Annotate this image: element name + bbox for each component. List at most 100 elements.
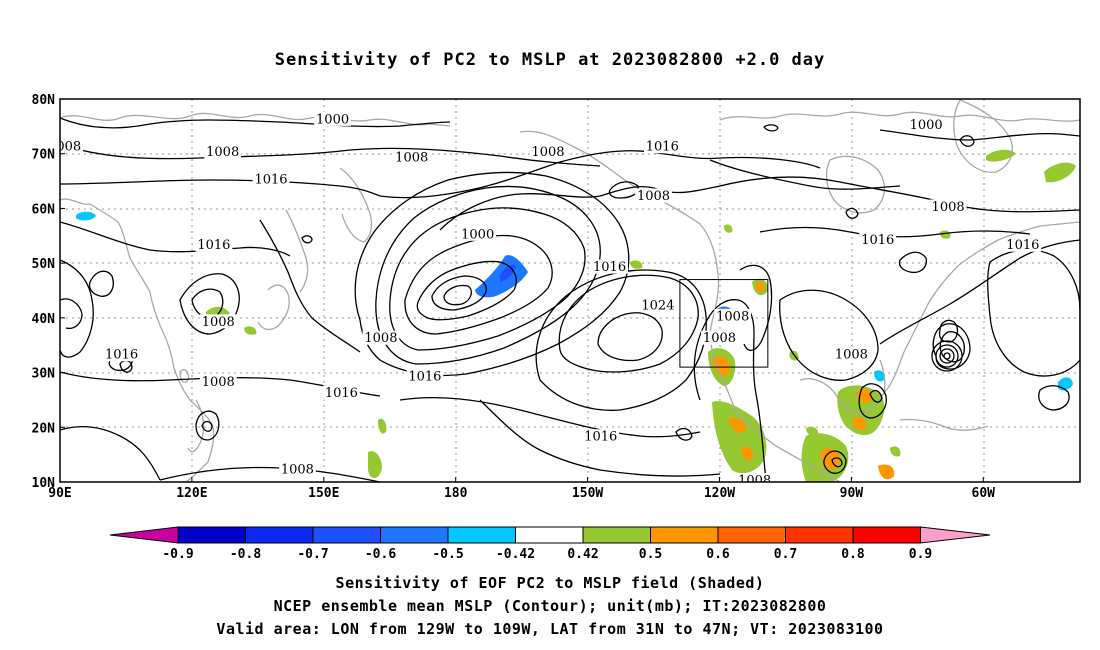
- lat-label: 60N: [32, 202, 56, 217]
- isobar: [60, 425, 161, 481]
- isobar-label: 1016: [254, 173, 287, 188]
- isobar: [404, 234, 553, 335]
- isobar: [823, 450, 847, 474]
- isobar-label-bg: [393, 150, 431, 165]
- isobar: [259, 219, 361, 353]
- isobar-label-bg: [529, 144, 567, 159]
- footer-line-3: Valid area: LON from 129W to 109W, LAT f…: [216, 620, 884, 638]
- colorbar: -0.9 -0.8 -0.7 -0.6 -0.5 -0.42 0.42 0.5 0.6 0.7 0.…: [109, 526, 991, 562]
- isobar-label-bg: [635, 188, 672, 203]
- coastline-taiwan: [179, 368, 190, 384]
- coastline-alaska: [519, 130, 737, 413]
- isobar-label-bg: [204, 144, 242, 159]
- isobar: [60, 143, 601, 167]
- negative-shading: [1058, 377, 1073, 391]
- isobar-label: 1000: [910, 118, 943, 133]
- lon-label: 90W: [840, 486, 864, 501]
- colorbar-label: -0.42: [496, 547, 535, 562]
- isobar: [201, 420, 213, 432]
- coastline-japan: [257, 284, 290, 331]
- colorbar-label: 0.42: [567, 547, 598, 562]
- coastline-gulf: [799, 351, 905, 415]
- colorbar-swatch: [852, 526, 921, 544]
- isobar: [879, 239, 1080, 345]
- isobar-label: 1008: [281, 463, 314, 478]
- isobar-label-bg: [1004, 237, 1042, 252]
- colorbar-label: 0.8: [841, 547, 865, 562]
- coastline-kamchatka: [339, 167, 373, 243]
- isobar: [1038, 385, 1070, 411]
- isobar: [88, 270, 114, 297]
- mslp-contours: [60, 117, 1080, 482]
- colorbar-swatch: [447, 526, 516, 544]
- isobar: [535, 269, 707, 411]
- isobar-label: 1008: [716, 309, 749, 324]
- isobar-label: 1016: [105, 348, 138, 363]
- isobar-label: 1008: [531, 145, 564, 160]
- graticule: [60, 99, 1080, 482]
- isobar: [375, 185, 601, 365]
- colorbar-high-arrow: [920, 526, 991, 544]
- isobar: [709, 159, 901, 190]
- isobar: [60, 117, 451, 129]
- isobar-label: 1008: [364, 331, 397, 346]
- isobar-label-bg: [643, 139, 681, 154]
- coastlines: [60, 99, 1080, 482]
- isobar-label-bg: [701, 330, 738, 345]
- isobar-label: 1016: [1006, 238, 1039, 253]
- lat-label: 80N: [32, 93, 56, 108]
- lat-label: 70N: [32, 148, 56, 163]
- lon-label: 120E: [176, 486, 207, 501]
- colorbar-swatch: [312, 526, 381, 544]
- isobar-label-bg: [195, 237, 233, 252]
- positive-shading: [724, 224, 733, 233]
- isobar-label: 1008: [202, 315, 235, 330]
- isobar-label-bg: [362, 330, 400, 345]
- isobar-label-bg: [832, 347, 870, 362]
- isobar: [60, 179, 381, 197]
- lon-label: 120W: [704, 486, 735, 501]
- positive-shading: [986, 149, 1016, 162]
- isobar-labels: 1000 008 1008 1016 1008 1008 1016 1008 1000 1008 1…: [60, 111, 1042, 482]
- lat-label: 20N: [32, 421, 56, 436]
- isobar: [931, 340, 963, 372]
- isobar-label: 1008: [202, 375, 235, 390]
- valid-area-box: [679, 279, 769, 368]
- isobar-label-bg: [929, 199, 967, 214]
- isobar-label: 1008: [703, 331, 736, 346]
- isobar: [399, 396, 701, 438]
- coastline-greenland: [953, 99, 1013, 173]
- isobar-label: 1008: [637, 189, 670, 204]
- isobar: [60, 221, 291, 257]
- colorbar-label: -0.9: [162, 547, 193, 562]
- isobar: [959, 135, 975, 147]
- isobar-label-bg: [736, 473, 774, 482]
- plot-title: Sensitivity of PC2 to MSLP at 2023082800…: [274, 50, 826, 70]
- lon-label: 180: [444, 486, 468, 501]
- colorbar-label: -0.6: [365, 547, 396, 562]
- colorbar-swatch: [245, 526, 314, 544]
- isobar-label: 1008: [395, 151, 428, 166]
- coastline-mexico: [735, 411, 841, 482]
- positive-shading: [741, 446, 754, 461]
- negative-shading: [76, 211, 96, 221]
- positive-shading: [890, 446, 901, 457]
- isobar: [60, 259, 94, 358]
- lon-label: 150W: [572, 486, 603, 501]
- latitude-labels: 80N 70N 60N 50N 40N 30N 20N 10N: [32, 93, 65, 491]
- colorbar-label: 0.7: [774, 547, 797, 562]
- coastline-canada-arctic: [719, 111, 1080, 122]
- positive-shading: [378, 418, 387, 434]
- positive-shading: [1044, 162, 1076, 183]
- isobar: [869, 389, 883, 403]
- lat-label: 40N: [32, 312, 56, 327]
- isobar-label-bg: [322, 385, 360, 400]
- colorbar-swatch: [717, 526, 786, 544]
- positive-shading: [630, 260, 643, 269]
- isobar-label-bg: [314, 111, 351, 126]
- colorbar-swatch: [177, 526, 246, 544]
- isobar-label: 1016: [646, 140, 679, 155]
- isobar-label-bg: [252, 172, 290, 187]
- isobar-label: 1016: [408, 370, 441, 385]
- isobar-label-bg: [582, 429, 620, 444]
